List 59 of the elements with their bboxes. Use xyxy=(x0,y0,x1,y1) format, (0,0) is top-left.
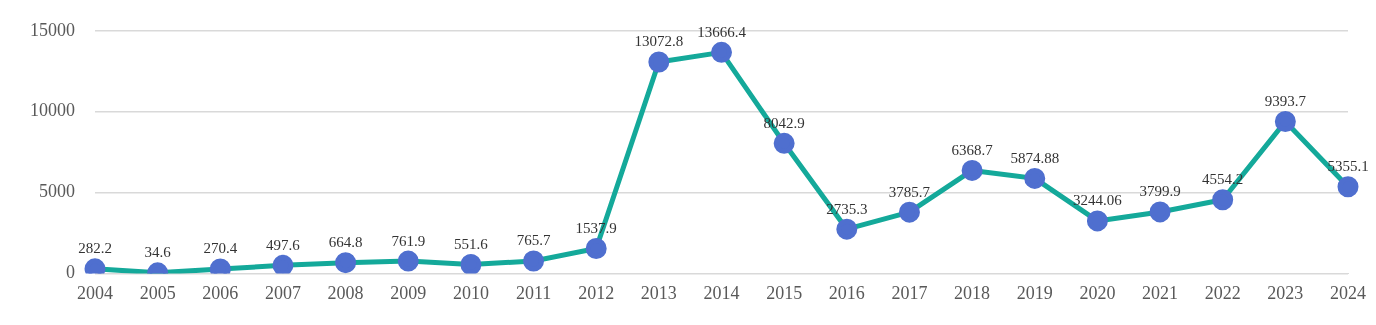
x-tick-label: 2011 xyxy=(515,282,552,303)
x-tick-label: 2005 xyxy=(139,282,176,303)
point xyxy=(1024,167,1046,189)
y-tick-label: 15000 xyxy=(30,19,75,40)
point xyxy=(1274,110,1296,132)
x-tick-label: 2006 xyxy=(202,282,239,303)
point xyxy=(836,218,858,240)
x-tick-label: 2018 xyxy=(954,282,991,303)
x-tick-label: 2021 xyxy=(1142,282,1179,303)
x-tick-label: 2004 xyxy=(77,282,113,303)
x-tick-label: 2019 xyxy=(1016,282,1053,303)
y-tick-label: 10000 xyxy=(30,100,75,121)
data-label: 664.8 xyxy=(328,234,363,251)
y-tick-label: 0 xyxy=(66,262,75,283)
x-tick-label: 2015 xyxy=(766,282,803,303)
data-label: 6368.7 xyxy=(951,141,994,158)
point xyxy=(773,132,795,154)
point xyxy=(1212,189,1234,211)
point xyxy=(397,250,419,272)
x-tick-label: 2020 xyxy=(1079,282,1116,303)
data-label: 34.6 xyxy=(144,244,172,261)
x-tick-label: 2010 xyxy=(452,282,489,303)
point xyxy=(1149,201,1171,223)
data-label: 5874.88 xyxy=(1010,149,1060,166)
data-label: 13072.8 xyxy=(634,33,684,50)
point xyxy=(1086,210,1108,232)
point xyxy=(711,41,732,63)
data-label: 765.7 xyxy=(516,232,551,249)
x-tick-label: 2014 xyxy=(703,282,740,303)
x-tick-label: 2009 xyxy=(390,282,427,303)
point xyxy=(1337,176,1359,198)
point xyxy=(898,201,920,223)
x-tick-label: 2023 xyxy=(1267,282,1304,303)
point xyxy=(585,238,607,260)
x-tick-label: 2024 xyxy=(1330,282,1366,303)
data-label: 282.2 xyxy=(78,240,112,257)
point xyxy=(460,253,482,274)
x-tick-label: 2012 xyxy=(578,282,615,303)
data-label: 3785.7 xyxy=(888,183,931,200)
x-tick-label: 2016 xyxy=(828,282,865,303)
x-tick-label: 2008 xyxy=(327,282,364,303)
data-label: 551.6 xyxy=(454,235,489,252)
point xyxy=(961,159,983,181)
data-label: 270.4 xyxy=(203,240,238,257)
point xyxy=(272,254,294,274)
data-label: 497.6 xyxy=(266,236,301,253)
data-label: 3799.9 xyxy=(1139,183,1181,200)
data-label: 761.9 xyxy=(391,232,426,249)
data-label: 13666.4 xyxy=(697,23,747,40)
point xyxy=(523,250,545,272)
x-tick-label: 2017 xyxy=(891,282,928,303)
x-tick-label: 2013 xyxy=(640,282,677,303)
point xyxy=(648,51,670,73)
y-tick-label: 5000 xyxy=(39,181,75,202)
x-tick-label: 2007 xyxy=(264,282,301,303)
data-label: 9393.7 xyxy=(1264,92,1307,109)
x-tick-label: 2022 xyxy=(1204,282,1241,303)
data-label: 3244.06 xyxy=(1073,192,1123,209)
point xyxy=(335,252,357,274)
